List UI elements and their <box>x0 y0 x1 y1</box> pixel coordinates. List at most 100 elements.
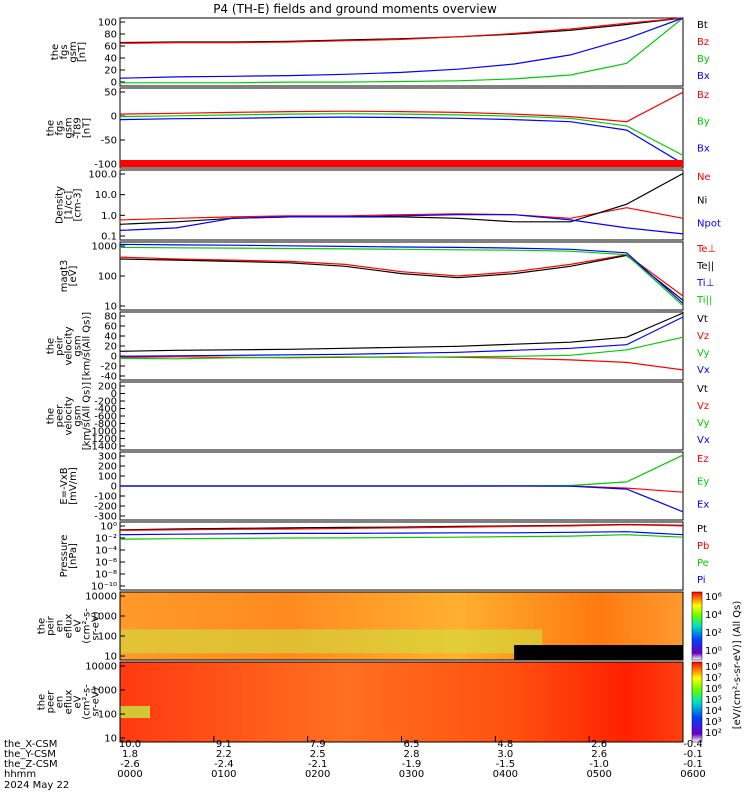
y-tick-label: 10 <box>104 302 117 313</box>
y-tick-label: 100.0 <box>88 170 117 181</box>
series-line-Pe <box>119 534 684 540</box>
x-tick-label: 9.1 <box>216 739 232 750</box>
series-line-Vt <box>119 312 684 352</box>
colorbar-tick: 10⁰ <box>705 646 722 657</box>
y-axis-label: (cm²-s- <box>82 684 93 720</box>
y-tick-label: 40 <box>104 332 117 343</box>
panel-frame <box>119 381 684 451</box>
legend-entry: Vy <box>697 348 710 359</box>
y-tick-label: -400 <box>94 404 117 415</box>
y-tick-label: 10000 <box>85 592 117 603</box>
heatmap <box>120 662 683 742</box>
y-tick-label: 10⁻⁸ <box>95 570 117 581</box>
legend-entry: Pt <box>697 524 707 535</box>
legend-entry: By <box>697 117 710 128</box>
y-axis-label: [eV] <box>68 266 79 287</box>
x-tick-label: 1.8 <box>122 749 138 760</box>
series-line-Ni <box>119 172 684 225</box>
x-tick-label: 0300 <box>399 769 424 780</box>
y-tick-label: -1000 <box>88 427 117 438</box>
y-tick-label: -100 <box>94 160 117 171</box>
legend-entry: Pi <box>697 575 706 586</box>
colorbar-label: [eV/(cm²-s-sr-eV)] (All Qs) <box>732 601 743 730</box>
legend-entry: Vt <box>697 314 708 325</box>
colorbar-tick: 10⁴ <box>705 610 722 621</box>
y-axis-label: eflux <box>64 614 75 639</box>
colorbar-tick: 10² <box>705 628 722 639</box>
y-axis-label: the <box>50 44 61 60</box>
legend-entry: Ex <box>697 499 709 510</box>
colorbar-tick: 10⁵ <box>705 695 722 706</box>
panels: thefgsgsm[nT]100806040200BtBzByBxthefgsg… <box>37 17 743 745</box>
colorbar-tick: 10⁸ <box>705 662 722 673</box>
y-axis-label: gsm <box>64 117 75 138</box>
y-axis-label: sr-eV) <box>91 687 102 716</box>
x-tick-label: -2.4 <box>214 759 234 770</box>
series-line-By <box>120 17 684 84</box>
y-tick-label: 100 <box>98 632 117 643</box>
y-tick-label: 1000 <box>92 686 117 697</box>
y-axis-label: gsm <box>73 335 84 356</box>
y-axis-label: [cm-3] <box>73 188 84 221</box>
panel-frame <box>119 169 684 241</box>
series-line-Pb <box>119 524 684 531</box>
y-tick-label: 10 <box>104 734 117 745</box>
x-tick-label: -1.0 <box>589 759 609 770</box>
y-tick-label: 0 <box>111 78 117 89</box>
x-tick-label: 3.0 <box>497 749 513 760</box>
y-tick-label: 10⁰ <box>100 522 117 533</box>
series-line-Ez <box>120 485 684 493</box>
series-line-Vy <box>119 336 684 360</box>
y-tick-label: 10 <box>104 652 117 663</box>
x-tick-label: 0000 <box>117 769 142 780</box>
x-tick-label: 10.0 <box>119 739 141 750</box>
y-tick-label: 10⁻⁶ <box>95 558 117 569</box>
y-tick-label: 20 <box>104 66 117 77</box>
series-line-Npot <box>119 214 684 235</box>
legend-entry: Te|| <box>696 261 714 272</box>
y-axis-label: [km/s(All Qs)] <box>82 382 93 450</box>
legend-entry: Ez <box>697 454 709 465</box>
y-tick-label: 1000 <box>92 242 117 253</box>
x-tick-label: 6.5 <box>404 739 420 750</box>
y-tick-label: -40 <box>101 372 117 383</box>
y-tick-label: 1000 <box>92 612 117 623</box>
series-line-Ne <box>119 207 684 221</box>
series-line-Ti|| <box>119 246 684 307</box>
x-tick-label: 2.8 <box>404 749 420 760</box>
y-tick-label: -600 <box>94 412 117 423</box>
panel-temperature: magt3[eV] 1000 100 10 Te⊥ Te|| Ti⊥ Ti|| <box>59 241 716 313</box>
series-line-Te|| <box>119 254 684 301</box>
series-line-Bz <box>119 91 684 123</box>
y-tick-label: 100 <box>98 272 117 283</box>
y-tick-label: -1200 <box>88 434 117 445</box>
y-tick-label: -800 <box>94 419 117 430</box>
colorbar <box>691 591 703 661</box>
colorbar-tick: 10⁷ <box>705 673 722 684</box>
series-line-Ex <box>120 485 684 513</box>
x-tick-label: 0100 <box>211 769 236 780</box>
panel-frame <box>119 591 684 661</box>
y-axis-label: eV <box>73 695 84 708</box>
y-tick-label: 300 <box>98 452 117 463</box>
y-tick-label: 100 <box>98 18 117 29</box>
y-tick-label: -50 <box>101 136 117 147</box>
heatmap-lowenergy-band <box>120 706 150 718</box>
x-tick-label: 0600 <box>680 769 705 780</box>
y-axis-label: en <box>55 620 66 633</box>
y-axis-label: velocity <box>64 326 75 365</box>
x-tick-label: -1.5 <box>496 759 516 770</box>
y-axis-label: peer <box>46 690 57 714</box>
y-axis-label: [km/s(All Qs)] <box>82 312 93 380</box>
y-axis-label: peir <box>55 335 66 355</box>
series-line-Bx <box>119 116 684 165</box>
legend-entry: Bx <box>697 143 710 154</box>
panel-frame <box>119 17 684 87</box>
mode-bar <box>120 160 683 167</box>
y-tick-label: -300 <box>94 512 117 523</box>
x-tick-label: 2.2 <box>216 749 232 760</box>
legend-entry: By <box>697 54 710 65</box>
y-tick-label: 50 <box>104 88 117 99</box>
